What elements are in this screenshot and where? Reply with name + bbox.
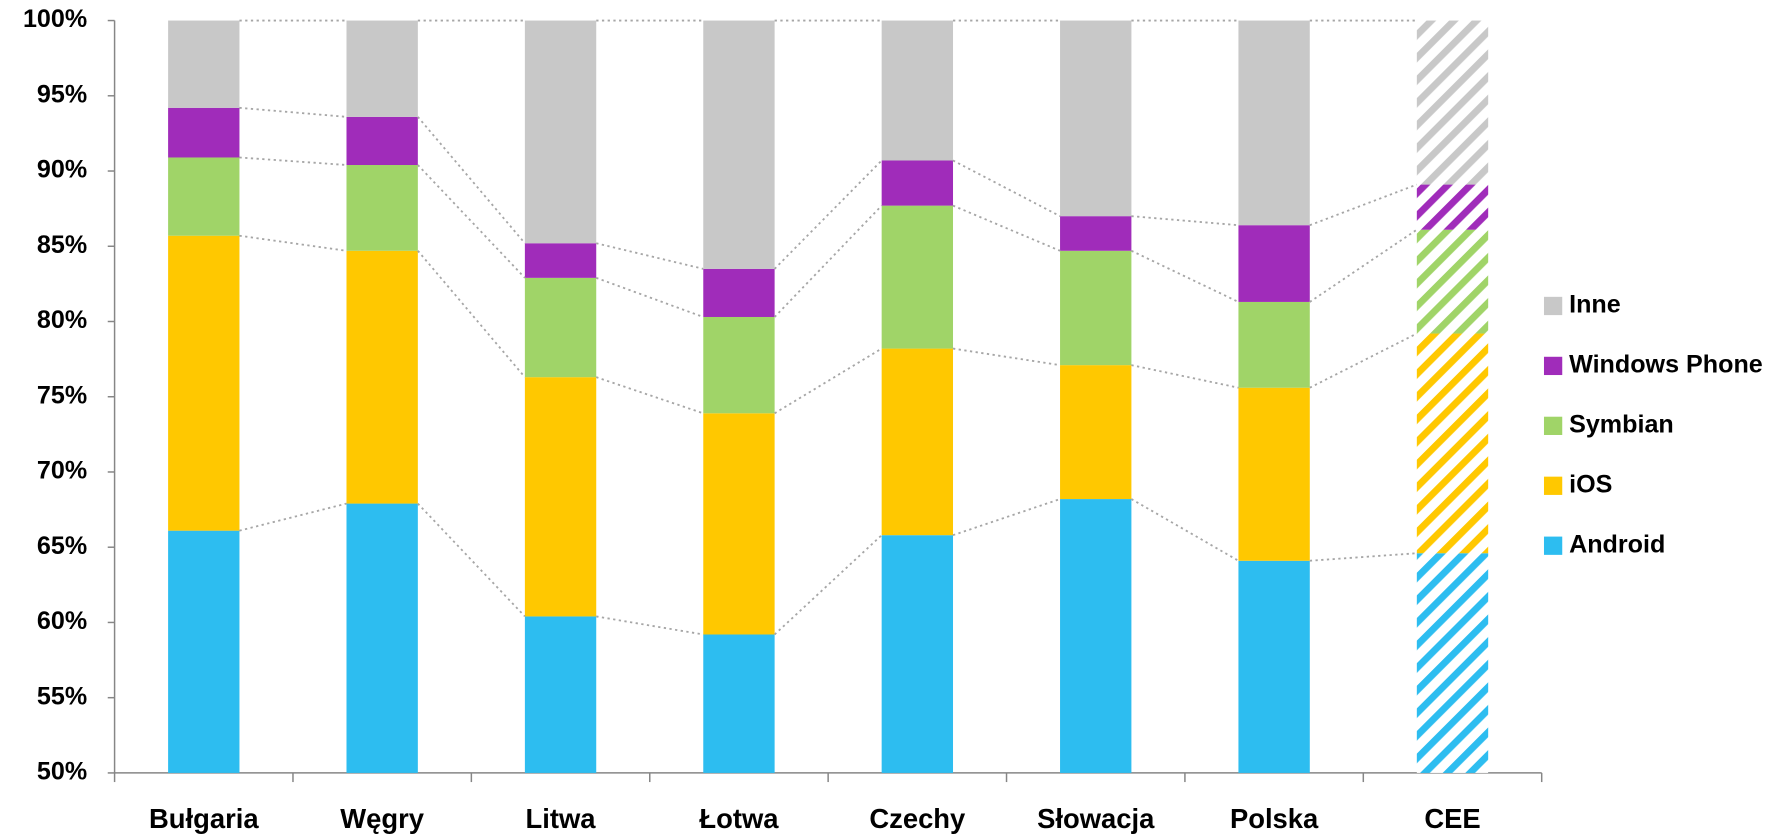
connector: [596, 615, 704, 636]
bar-segment: [1238, 301, 1310, 388]
bar-segment: [881, 160, 954, 206]
legend-label: Inne: [1569, 291, 1621, 319]
y-tick-label: 60%: [37, 607, 87, 635]
connector: [239, 156, 347, 166]
connector: [239, 106, 347, 118]
bar-segment: [1416, 229, 1489, 334]
connector: [952, 498, 1061, 537]
legend-swatch: [1543, 296, 1563, 316]
connector: [952, 204, 1061, 252]
connector: [1131, 249, 1239, 303]
connector: [417, 164, 526, 279]
bar-segment: [1060, 250, 1132, 366]
bar-segment: [881, 205, 954, 349]
legend-swatch: [1543, 476, 1563, 495]
bar-segment: [703, 316, 775, 414]
connector: [1309, 183, 1418, 227]
connector: [596, 242, 704, 270]
connector: [1131, 364, 1239, 389]
bar-segment: [346, 116, 418, 166]
bar-segment: [524, 377, 597, 617]
legend-label: iOS: [1569, 470, 1612, 498]
connector: [1131, 215, 1239, 227]
connector: [773, 159, 883, 270]
bar-segment: [1238, 225, 1310, 302]
bar-segment: [1060, 365, 1132, 500]
bar-segment: [346, 503, 418, 773]
connector: [774, 534, 883, 636]
connector: [417, 502, 526, 618]
connector: [239, 502, 347, 532]
bar-segment: [168, 20, 240, 108]
bar-segment: [1238, 560, 1310, 773]
connector: [1309, 332, 1418, 389]
bar-segment: [1238, 387, 1310, 561]
bar-segment: [1416, 553, 1489, 773]
bar-segment: [703, 413, 775, 635]
bar-segment: [346, 20, 418, 117]
bar-segment: [1416, 333, 1489, 554]
bar-segment: [524, 277, 597, 378]
x-tick-label: Bułgaria: [149, 803, 259, 834]
bar-segment: [168, 530, 240, 773]
connector: [595, 376, 704, 415]
x-tick-label: CEE: [1424, 803, 1480, 834]
legend-label: Windows Phone: [1569, 351, 1763, 379]
legend-swatch: [1543, 356, 1563, 376]
connector: [417, 250, 526, 378]
bar-segment: [1416, 184, 1489, 230]
bar-segment: [524, 20, 597, 244]
y-tick-label: 65%: [37, 532, 87, 560]
y-tick-label: 85%: [37, 231, 87, 259]
bar-segment: [1060, 216, 1132, 251]
bar-segment: [1060, 499, 1132, 773]
x-tick-label: Węgry: [340, 803, 424, 834]
bar-segment: [168, 107, 240, 158]
connector: [952, 347, 1061, 367]
bar-segment: [1416, 20, 1489, 185]
legend-swatch: [1543, 536, 1563, 555]
bar-segment: [168, 235, 240, 531]
x-tick-label: Czechy: [869, 803, 966, 834]
legend-label: Symbian: [1569, 410, 1674, 438]
connector: [952, 159, 1061, 217]
connector: [417, 116, 526, 244]
x-tick-label: Polska: [1230, 803, 1319, 834]
bar-segment: [1060, 20, 1132, 217]
connector: [774, 347, 883, 415]
bar-segment: [881, 20, 954, 161]
y-tick-label: 75%: [37, 381, 87, 409]
connector: [595, 277, 704, 318]
connector: [1309, 228, 1418, 303]
bar-segment: [524, 243, 597, 278]
y-tick-label: 70%: [37, 457, 87, 485]
bar-segment: [881, 535, 954, 773]
bar-segment: [346, 250, 418, 504]
bar-segment: [703, 20, 775, 269]
bar-segment: [168, 157, 240, 236]
bar-segment: [1238, 20, 1310, 226]
bar-segment: [703, 634, 775, 773]
connector: [773, 205, 883, 318]
legend-swatch: [1543, 416, 1563, 435]
y-tick-label: 100%: [23, 5, 87, 33]
x-tick-label: Słowacja: [1037, 803, 1155, 834]
legend-label: Android: [1569, 530, 1665, 558]
connector: [1130, 498, 1239, 562]
connector: [239, 234, 347, 252]
y-tick-label: 95%: [37, 80, 87, 108]
y-tick-label: 50%: [37, 758, 87, 786]
bar-segment: [703, 268, 775, 317]
bar-segment: [881, 348, 954, 536]
connector: [1309, 552, 1417, 562]
y-tick-label: 80%: [37, 306, 87, 334]
x-tick-label: Łotwa: [699, 803, 779, 834]
y-tick-label: 55%: [37, 682, 87, 710]
x-tick-label: Litwa: [526, 803, 597, 834]
bar-segment: [524, 616, 597, 773]
bar-segment: [346, 165, 418, 251]
y-tick-label: 90%: [37, 156, 87, 184]
